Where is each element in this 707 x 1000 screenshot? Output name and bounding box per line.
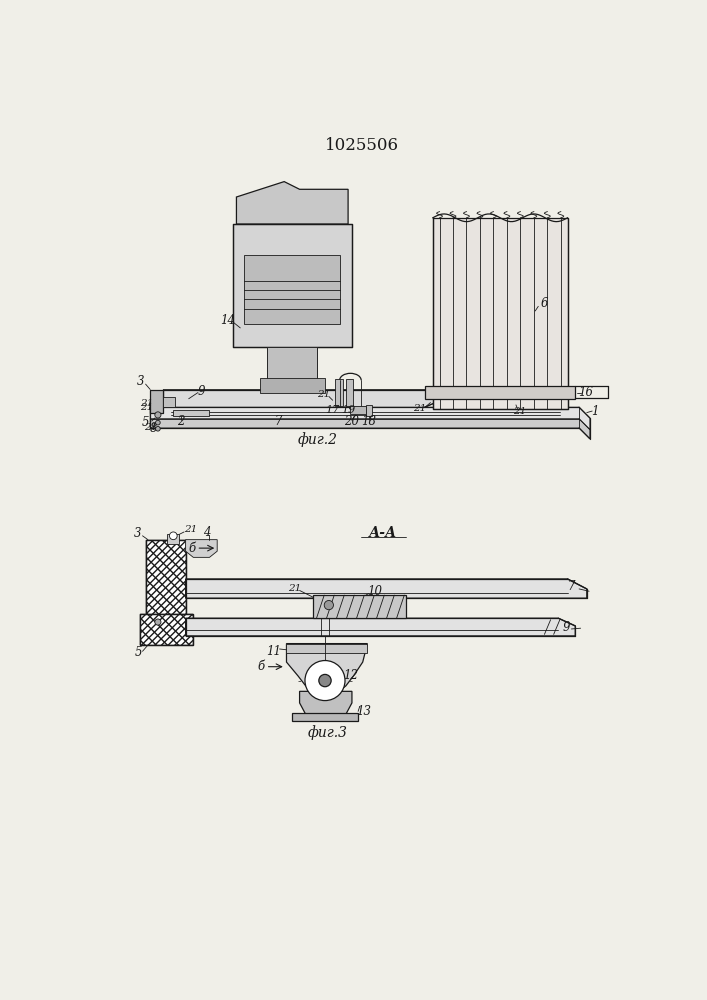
Polygon shape — [236, 182, 348, 224]
Text: 21: 21 — [144, 424, 157, 432]
Text: 1: 1 — [591, 405, 598, 418]
Text: 9: 9 — [562, 621, 570, 634]
Polygon shape — [150, 389, 163, 413]
Bar — [146, 540, 186, 617]
Text: 21: 21 — [413, 404, 426, 413]
Text: 12: 12 — [343, 669, 358, 682]
Circle shape — [156, 420, 160, 425]
Text: 2: 2 — [177, 415, 185, 428]
Text: 21: 21 — [184, 525, 197, 534]
Circle shape — [325, 600, 334, 610]
Text: 4: 4 — [204, 526, 211, 539]
Bar — [351, 406, 366, 414]
Text: фиг.2: фиг.2 — [297, 432, 337, 447]
Circle shape — [170, 532, 177, 540]
Text: б: б — [188, 542, 195, 555]
Polygon shape — [286, 644, 368, 701]
Text: 21: 21 — [513, 407, 527, 416]
Polygon shape — [186, 579, 587, 598]
Text: 21: 21 — [317, 390, 330, 399]
Bar — [346, 379, 354, 406]
Text: 17: 17 — [325, 405, 340, 415]
Bar — [140, 614, 192, 645]
Text: 8: 8 — [150, 422, 157, 434]
Circle shape — [155, 412, 161, 418]
Text: фиг.3: фиг.3 — [308, 725, 347, 740]
Bar — [267, 347, 317, 382]
Text: 21: 21 — [288, 584, 300, 593]
Text: 7: 7 — [568, 580, 575, 593]
Bar — [244, 255, 340, 324]
Bar — [140, 614, 192, 645]
Text: А-А: А-А — [368, 526, 397, 540]
Circle shape — [319, 674, 331, 687]
Polygon shape — [286, 644, 368, 653]
Polygon shape — [173, 410, 209, 416]
Bar — [259, 378, 325, 393]
Polygon shape — [300, 691, 352, 714]
Bar — [146, 540, 186, 617]
Polygon shape — [150, 419, 590, 439]
Text: 20: 20 — [344, 415, 359, 428]
Text: 7: 7 — [275, 415, 283, 428]
Text: 1025506: 1025506 — [325, 137, 399, 154]
Text: 5: 5 — [142, 416, 149, 429]
Bar — [146, 540, 186, 617]
Text: 19: 19 — [341, 405, 355, 415]
Text: 3: 3 — [136, 375, 144, 388]
Text: 14: 14 — [220, 314, 235, 327]
Text: 18: 18 — [361, 415, 376, 428]
Polygon shape — [186, 618, 575, 636]
Bar — [335, 379, 343, 406]
Text: 13: 13 — [356, 705, 371, 718]
Text: 11: 11 — [266, 645, 281, 658]
Text: 21: 21 — [140, 399, 153, 408]
Bar — [425, 386, 575, 399]
Text: 5: 5 — [135, 646, 142, 659]
Text: 3: 3 — [134, 527, 141, 540]
Text: 16: 16 — [578, 386, 592, 399]
Bar — [433, 218, 568, 409]
Polygon shape — [267, 347, 317, 382]
Circle shape — [305, 661, 345, 701]
Circle shape — [156, 426, 160, 431]
Text: 6: 6 — [541, 297, 548, 310]
Text: 9: 9 — [198, 385, 206, 398]
Bar — [150, 389, 163, 413]
Text: 21: 21 — [140, 403, 153, 412]
Polygon shape — [233, 224, 352, 347]
Polygon shape — [163, 397, 175, 407]
Bar — [140, 614, 192, 645]
Bar — [313, 595, 406, 618]
Polygon shape — [186, 540, 217, 557]
Text: б: б — [257, 660, 264, 673]
Polygon shape — [163, 389, 444, 409]
Circle shape — [155, 619, 161, 625]
Bar — [167, 534, 180, 544]
Bar — [366, 405, 372, 416]
Polygon shape — [150, 407, 590, 430]
Text: 10: 10 — [368, 585, 382, 598]
Polygon shape — [292, 713, 358, 721]
